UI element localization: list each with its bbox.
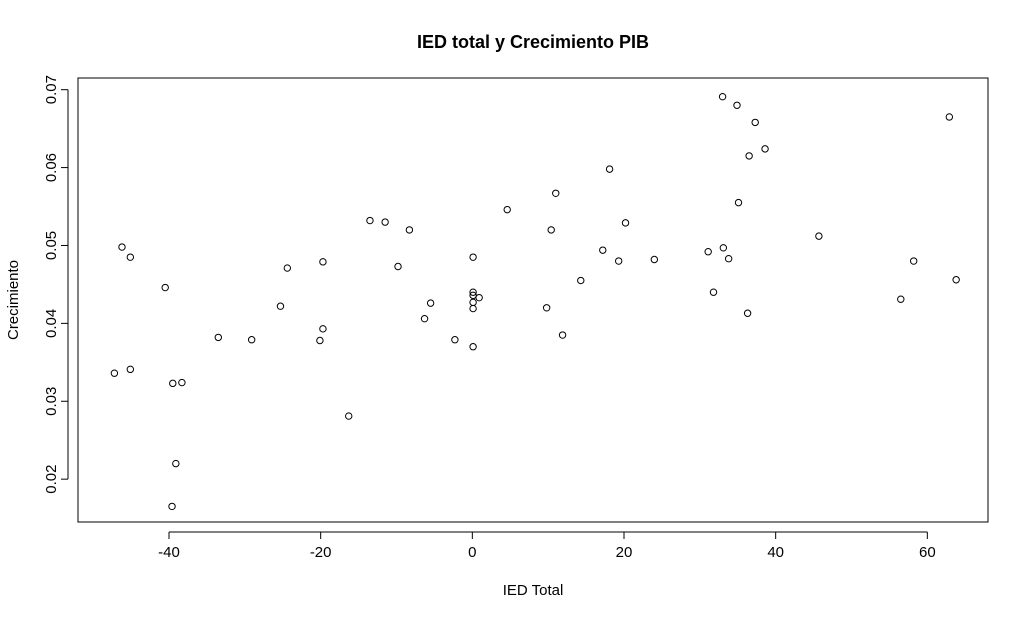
data-point (381, 218, 389, 226)
data-point (247, 336, 256, 344)
data-point (724, 255, 733, 263)
x-tick-label: -40 (158, 544, 180, 561)
data-point (469, 304, 477, 313)
y-tick-label: 0.05 (43, 231, 60, 260)
data-point (475, 293, 483, 302)
data-point (168, 502, 176, 511)
data-point (743, 309, 752, 317)
data-point (469, 253, 477, 261)
x-tick-label: 40 (767, 544, 784, 561)
data-point (599, 246, 607, 254)
plot-frame (77, 77, 989, 523)
data-point (704, 248, 712, 256)
x-tick-label: 60 (919, 544, 936, 561)
data-point (366, 216, 374, 225)
data-point (161, 283, 169, 292)
y-tick-label: 0.02 (43, 465, 60, 494)
y-tick-label: 0.07 (43, 75, 60, 104)
x-tick-label: 20 (616, 544, 633, 561)
data-point (719, 244, 728, 252)
x-tick-label: -20 (310, 544, 332, 561)
data-point (945, 113, 954, 121)
data-point (172, 459, 180, 468)
data-point (547, 226, 555, 234)
data-point (552, 189, 560, 197)
data-point (469, 343, 477, 351)
data-point (733, 101, 741, 109)
chart-title: IED total y Crecimiento PIB (417, 32, 649, 52)
y-tick-label: 0.04 (43, 309, 60, 338)
data-point (319, 258, 327, 266)
data-point (503, 205, 511, 214)
y-axis-ticks: 0.02 0.03 0.04 0.05 0.06 0.07 (43, 75, 68, 494)
data-point (897, 295, 905, 303)
data-point (118, 243, 126, 251)
data-point (709, 288, 718, 296)
data-point (110, 369, 119, 377)
data-point (614, 257, 623, 265)
data-point (276, 302, 285, 310)
data-point (718, 92, 727, 101)
data-point (909, 257, 918, 265)
data-point (469, 288, 477, 296)
data-points (110, 92, 960, 511)
data-point (605, 165, 614, 173)
data-point (126, 253, 135, 261)
data-point (283, 264, 291, 272)
data-point (214, 333, 222, 342)
data-point (745, 152, 753, 160)
data-point (761, 145, 769, 153)
data-point (815, 232, 823, 240)
data-point (751, 118, 759, 127)
y-axis-label: Crecimiento (5, 260, 22, 340)
y-tick-label: 0.06 (43, 153, 60, 182)
data-point (178, 378, 186, 387)
data-point (394, 262, 402, 271)
data-point (469, 298, 477, 307)
data-point (345, 412, 353, 420)
data-point (952, 276, 960, 284)
data-point (319, 325, 327, 333)
data-point (734, 198, 743, 207)
data-point (542, 304, 551, 312)
data-point (316, 336, 324, 345)
y-tick-label: 0.03 (43, 387, 60, 416)
data-point (621, 219, 630, 227)
x-tick-label: 0 (468, 544, 476, 561)
x-axis-label: IED Total (503, 582, 564, 599)
x-axis-ticks: -40 -20 0 20 40 60 (158, 532, 936, 561)
data-point (405, 226, 414, 234)
data-point (426, 299, 435, 307)
data-point (451, 336, 459, 344)
data-point (420, 314, 429, 323)
data-point (650, 255, 659, 264)
data-point (126, 365, 135, 374)
data-point (558, 331, 567, 339)
data-point (169, 379, 177, 388)
data-point (577, 276, 585, 285)
